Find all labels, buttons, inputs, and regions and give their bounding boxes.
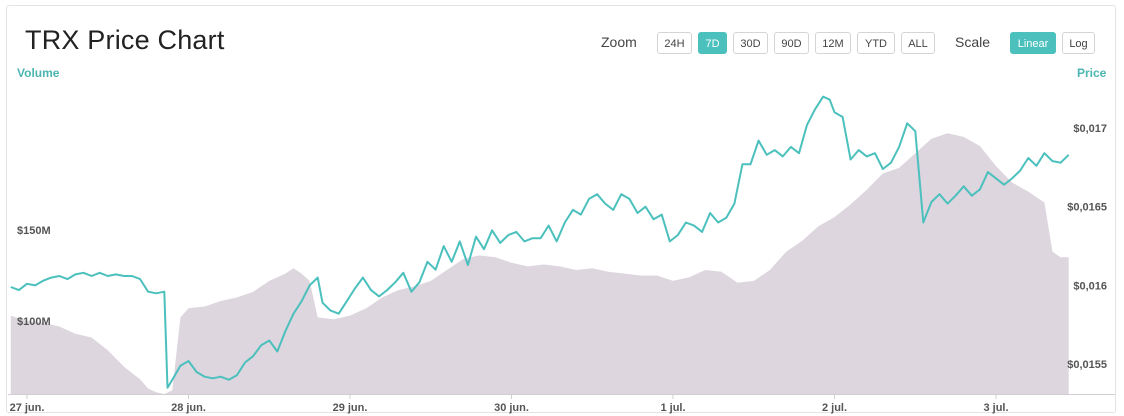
scale-log-button[interactable]: Log bbox=[1062, 32, 1095, 54]
zoom-ytd-button[interactable]: YTD bbox=[857, 32, 895, 54]
price-tick-label: $0,0165 bbox=[1067, 202, 1107, 214]
zoom-12m-button[interactable]: 12M bbox=[815, 32, 851, 54]
price-tick-label: $0,016 bbox=[1073, 280, 1107, 292]
zoom-label: Zoom bbox=[601, 34, 637, 50]
x-tick-label: 30 jun. bbox=[494, 402, 529, 414]
page-title: TRX Price Chart bbox=[25, 25, 225, 55]
x-tick-label: 1 jul. bbox=[660, 402, 685, 414]
zoom-all-button[interactable]: ALL bbox=[901, 32, 935, 54]
scale-linear-button[interactable]: Linear bbox=[1010, 32, 1056, 54]
volume-tick-label: $100M bbox=[17, 316, 51, 328]
price-tick-label: $0,017 bbox=[1073, 123, 1107, 135]
volume-area bbox=[10, 133, 1069, 394]
volume-axis-title: Volume bbox=[17, 66, 60, 80]
x-tick-label: 27 jun. bbox=[10, 402, 45, 414]
x-tick-label: 2 jul. bbox=[822, 402, 847, 414]
zoom-90d-button[interactable]: 90D bbox=[774, 32, 809, 54]
zoom-24h-button[interactable]: 24H bbox=[657, 32, 692, 54]
zoom-7d-button[interactable]: 7D bbox=[698, 32, 727, 54]
price-line bbox=[10, 95, 1070, 389]
price-axis-title: Price bbox=[1077, 66, 1107, 80]
x-tick-label: 3 jul. bbox=[983, 402, 1008, 414]
x-tick-label: 28 jun. bbox=[171, 402, 206, 414]
price-tick-label: $0,0155 bbox=[1067, 359, 1107, 371]
volume-tick-label: $150M bbox=[17, 225, 51, 237]
x-tick-label: 29 jun. bbox=[333, 402, 368, 414]
zoom-30d-button[interactable]: 30D bbox=[733, 32, 768, 54]
scale-label: Scale bbox=[955, 34, 991, 50]
